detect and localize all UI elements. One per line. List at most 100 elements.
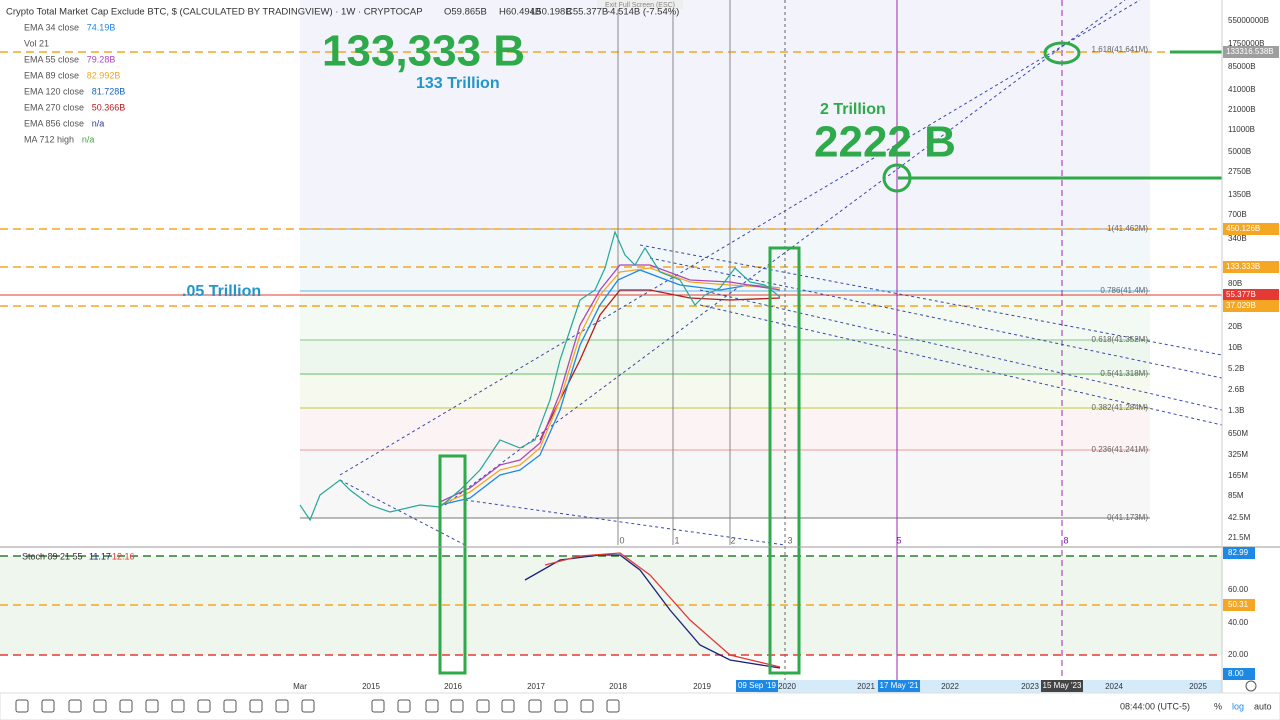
fib-band bbox=[300, 291, 1150, 340]
price-marker bbox=[1223, 261, 1279, 273]
ohlc-close: C55.377B bbox=[566, 7, 608, 18]
price-label: 85M bbox=[1228, 491, 1244, 500]
time-marker bbox=[1041, 680, 1083, 692]
tool-button[interactable] bbox=[41, 699, 55, 713]
tool-button[interactable] bbox=[197, 699, 211, 713]
legend-name: MA 712 high bbox=[24, 134, 74, 144]
fib-label: 0(41.173M) bbox=[1107, 513, 1148, 522]
time-label: 2017 bbox=[527, 682, 545, 691]
fib-lines bbox=[300, 228, 1150, 519]
tool-button[interactable] bbox=[223, 699, 237, 713]
tool-button[interactable] bbox=[119, 699, 133, 713]
tool-button[interactable] bbox=[249, 699, 263, 713]
time-label: 2022 bbox=[941, 682, 959, 691]
price-label: 1350B bbox=[1228, 190, 1251, 199]
auto-toggle[interactable]: auto bbox=[1254, 701, 1272, 711]
time-marker-label: 09 Sep '19 bbox=[738, 681, 777, 690]
price-label: 85000B bbox=[1228, 62, 1256, 71]
tool-button[interactable] bbox=[450, 699, 464, 713]
tool-button[interactable] bbox=[554, 699, 568, 713]
time-label: 2018 bbox=[609, 682, 627, 691]
stoch-marker-label: 8.00 bbox=[1228, 669, 1244, 678]
stoch-marker bbox=[1223, 668, 1255, 680]
toolbar bbox=[0, 692, 1280, 720]
price-marker bbox=[1223, 46, 1279, 58]
wave-count: 3 bbox=[787, 535, 792, 545]
fib-label: 0.618(41.352M) bbox=[1092, 335, 1149, 344]
stoch-label: 20.00 bbox=[1228, 650, 1249, 659]
legend-value: 82.992B bbox=[87, 70, 121, 80]
tool-button[interactable] bbox=[425, 699, 439, 713]
tool-button[interactable] bbox=[301, 699, 315, 713]
legend-name: Vol 21 bbox=[24, 38, 49, 48]
time-label: 2016 bbox=[444, 682, 462, 691]
stoch-label: 40.00 bbox=[1228, 618, 1249, 627]
price-label: 325M bbox=[1228, 450, 1248, 459]
price-label: 20B bbox=[1228, 322, 1242, 331]
tool-button[interactable] bbox=[68, 699, 82, 713]
vertical-lines bbox=[617, 0, 1063, 680]
price-label: 10B bbox=[1228, 343, 1242, 352]
time-label: 2015 bbox=[362, 682, 380, 691]
fib-band bbox=[300, 450, 1150, 518]
fib-label: 1(41.462M) bbox=[1107, 224, 1148, 233]
price-label: 650M bbox=[1228, 429, 1248, 438]
clock: 08:44:00 (UTC-5) bbox=[1120, 701, 1190, 711]
price-marker bbox=[1223, 223, 1279, 235]
chart-title: Crypto Total Market Cap Exclude BTC, $ (… bbox=[6, 7, 423, 18]
tool-button[interactable] bbox=[501, 699, 515, 713]
price-label: 700B bbox=[1228, 210, 1247, 219]
time-marker-label: 17 May '21 bbox=[880, 681, 919, 690]
tool-button[interactable] bbox=[15, 699, 29, 713]
tool-button[interactable] bbox=[93, 699, 107, 713]
stoch-marker-label: 82.99 bbox=[1228, 548, 1249, 557]
tool-button[interactable] bbox=[528, 699, 542, 713]
price-label: 1.3B bbox=[1228, 406, 1244, 415]
stoch-d: 12.16 bbox=[112, 551, 135, 561]
settings-button[interactable] bbox=[1245, 680, 1257, 692]
legend-value: 74.19B bbox=[87, 22, 116, 32]
time-label: 2021 bbox=[857, 682, 875, 691]
fib-band bbox=[300, 408, 1150, 450]
fib-label: 0.5(41.318M) bbox=[1100, 369, 1148, 378]
wave-count: 1 bbox=[674, 535, 679, 545]
ohlc-low: L50.198B bbox=[531, 7, 572, 18]
legend-value: n/a bbox=[82, 134, 95, 144]
percent-toggle[interactable]: % bbox=[1214, 701, 1222, 711]
ohlc-change: -4.514B (-7.54%) bbox=[607, 7, 679, 18]
legend-value: 79.28B bbox=[87, 54, 116, 64]
tool-button[interactable] bbox=[606, 699, 620, 713]
price-label: 2750B bbox=[1228, 167, 1251, 176]
time-label: 2024 bbox=[1105, 682, 1123, 691]
tool-button[interactable] bbox=[476, 699, 490, 713]
tool-button[interactable] bbox=[397, 699, 411, 713]
stoch-marker bbox=[1223, 599, 1255, 611]
legend-name: EMA 120 close bbox=[24, 86, 84, 96]
annotation: .05 Trillion bbox=[182, 283, 261, 300]
legend-name: EMA 89 close bbox=[24, 70, 79, 80]
price-label: 340B bbox=[1228, 234, 1247, 243]
annotation: 133 Trillion bbox=[416, 75, 500, 92]
annotation: 2222 B bbox=[814, 118, 956, 167]
tool-button[interactable] bbox=[580, 699, 594, 713]
fib-label: 1.618(41.641M) bbox=[1092, 45, 1149, 54]
tool-button[interactable] bbox=[275, 699, 289, 713]
fib-label: 0.786(41.4M) bbox=[1100, 286, 1148, 295]
log-toggle[interactable]: log bbox=[1232, 701, 1244, 711]
time-label: Mar bbox=[293, 682, 307, 691]
tool-button[interactable] bbox=[371, 699, 385, 713]
ohlc-open: O59.865B bbox=[444, 7, 487, 18]
legend-value: 50.366B bbox=[92, 102, 126, 112]
price-label: 55000000B bbox=[1228, 16, 1269, 25]
fib-band bbox=[300, 340, 1150, 374]
tool-button[interactable] bbox=[171, 699, 185, 713]
legend-value: n/a bbox=[92, 118, 105, 128]
tool-button[interactable] bbox=[145, 699, 159, 713]
price-label: 1750000B bbox=[1228, 39, 1264, 48]
time-marker bbox=[736, 680, 778, 692]
stoch-k: 11.17 bbox=[89, 551, 111, 561]
highlights bbox=[438, 41, 1222, 675]
annotation: 2 Trillion bbox=[820, 101, 886, 118]
price-marker-label: 133.333B bbox=[1226, 262, 1260, 271]
